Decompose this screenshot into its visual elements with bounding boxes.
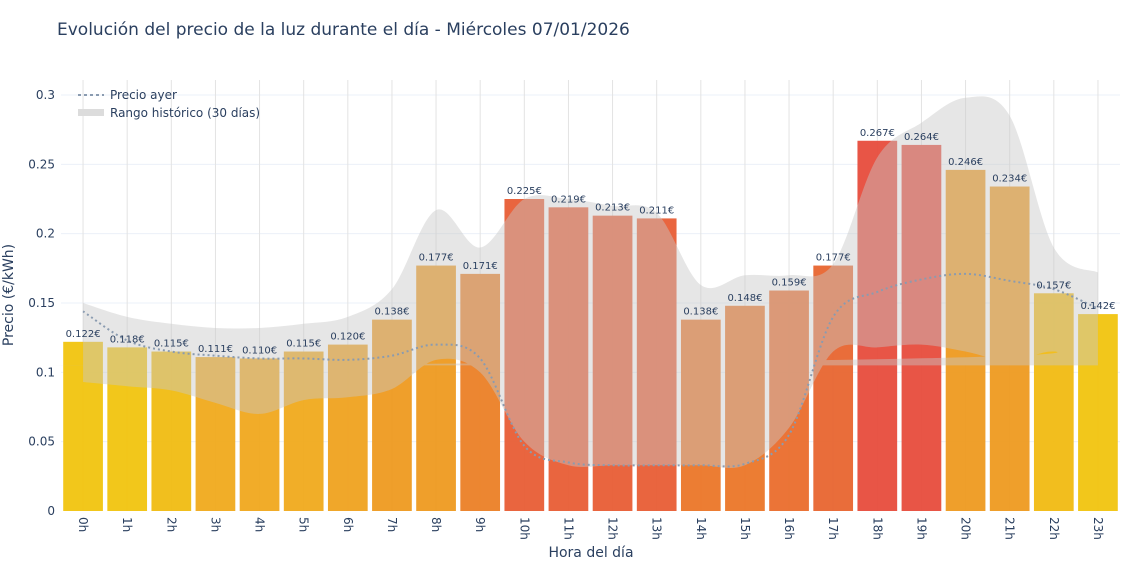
price-bar: [504, 199, 545, 511]
bar-value-label: 0.122€: [66, 329, 101, 340]
bar-value-label: 0.111€: [198, 344, 233, 355]
data-labels: 0.122€ 0.118€ 0.115€ 0.111€ 0.110€ 0.115€ 0.12…: [66, 128, 1116, 357]
x-tick-label: 10h: [517, 517, 531, 540]
price-bar: [901, 144, 942, 512]
x-tick-label: 22h: [1047, 517, 1061, 540]
bar-value-label: 0.148€: [727, 293, 762, 304]
bars: [63, 140, 1118, 512]
y-tick-label: 0.05: [28, 435, 55, 449]
legend: Precio ayer Rango histórico (30 días): [78, 88, 260, 120]
bar-value-label: 0.213€: [595, 203, 630, 214]
price-bar: [725, 305, 765, 511]
price-bar: [239, 358, 280, 511]
y-tick-label: 0: [47, 504, 55, 518]
bar-value-label: 0.177€: [419, 253, 454, 264]
bar-value-label: 0.246€: [948, 157, 983, 168]
price-bar: [327, 344, 368, 511]
price-bar: [945, 169, 986, 511]
bar-value-label: 0.219€: [551, 194, 586, 205]
bar-value-label: 0.225€: [507, 186, 542, 197]
price-bar: [1033, 293, 1074, 511]
y-tick-label: 0.15: [28, 296, 55, 310]
x-tick-label: 7h: [385, 517, 399, 532]
chart-title: Evolución del precio de la luz durante e…: [57, 20, 630, 40]
y-tick-label: 0.25: [28, 157, 55, 171]
price-bar: [416, 265, 456, 511]
x-tick-label: 0h: [76, 517, 90, 532]
price-bar: [107, 347, 148, 511]
bar-value-label: 0.142€: [1080, 301, 1115, 312]
y-tick-label: 0.3: [36, 88, 55, 102]
price-bar: [636, 218, 677, 511]
x-tick-label: 3h: [208, 517, 222, 532]
x-axis-title: Hora del día: [548, 545, 633, 561]
legend-yesterday-label[interactable]: Precio ayer: [110, 88, 177, 102]
x-tick-label: 2h: [164, 517, 178, 532]
x-tick-label: 14h: [694, 517, 708, 540]
x-tick-label: 8h: [429, 517, 443, 532]
bar-value-label: 0.138€: [374, 307, 409, 318]
x-tick-label: 5h: [297, 517, 311, 532]
x-tick-label: 15h: [738, 517, 752, 540]
bar-value-label: 0.118€: [110, 334, 145, 345]
bar-value-label: 0.159€: [772, 278, 807, 289]
price-bar: [283, 351, 324, 511]
x-tick-label: 21h: [1003, 517, 1017, 540]
price-bar: [372, 319, 412, 511]
x-tick-label: 17h: [826, 517, 840, 540]
x-tick-label: 9h: [473, 517, 487, 532]
historic-range-band: [0, 96, 1098, 469]
bar-value-label: 0.138€: [683, 307, 718, 318]
x-tick-label: 4h: [253, 517, 267, 532]
bar-value-label: 0.267€: [860, 128, 895, 139]
yesterday-price-line: [82, 272, 1099, 468]
axes: 0h 1h 2h 3h 4h 5h 6h 7h 8h 9h 10h 11h 12h 13h 14h 15h 16…: [76, 517, 1105, 540]
price-bar: [63, 341, 103, 511]
x-tick-label: 1h: [120, 517, 134, 532]
price-bar: [680, 319, 721, 511]
bar-value-label: 0.177€: [816, 253, 851, 264]
bar-value-label: 0.234€: [992, 174, 1027, 185]
price-bar: [151, 351, 192, 511]
x-tick-label: 6h: [341, 517, 355, 532]
x-tick-label: 13h: [650, 517, 664, 540]
y-tick-label: 0.1: [36, 365, 55, 379]
price-bar: [1078, 314, 1118, 511]
bar-value-label: 0.211€: [639, 205, 674, 216]
price-bar: [548, 207, 589, 511]
price-bar: [460, 273, 501, 511]
bar-value-label: 0.110€: [242, 345, 277, 356]
y-tick-label: 0.2: [36, 227, 55, 241]
x-tick-label: 20h: [959, 517, 973, 540]
bar-value-label: 0.264€: [904, 132, 939, 143]
yesterday-line: [82, 272, 1099, 468]
legend-range-label[interactable]: Rango histórico (30 días): [110, 106, 260, 120]
x-tick-label: 23h: [1091, 517, 1105, 540]
bar-value-label: 0.120€: [330, 332, 365, 343]
price-bar: [857, 140, 898, 511]
bar-value-label: 0.157€: [1036, 280, 1071, 291]
x-tick-label: 16h: [782, 517, 796, 540]
price-bar: [813, 265, 854, 511]
x-tick-label: 19h: [914, 517, 928, 540]
bar-value-label: 0.171€: [463, 261, 498, 272]
price-bar: [195, 357, 236, 511]
x-tick-label: 11h: [561, 517, 575, 540]
price-bar: [769, 290, 809, 511]
historic-range-area: [0, 96, 1098, 469]
price-bar: [989, 186, 1030, 511]
price-bar: [592, 215, 633, 511]
x-tick-label: 12h: [606, 517, 620, 540]
bar-value-label: 0.115€: [154, 339, 189, 350]
x-tick-label: 18h: [870, 517, 884, 540]
y-axis-title: Precio (€/kWh): [1, 244, 17, 346]
bar-value-label: 0.115€: [286, 339, 321, 350]
legend-range-swatch[interactable]: [78, 109, 104, 116]
